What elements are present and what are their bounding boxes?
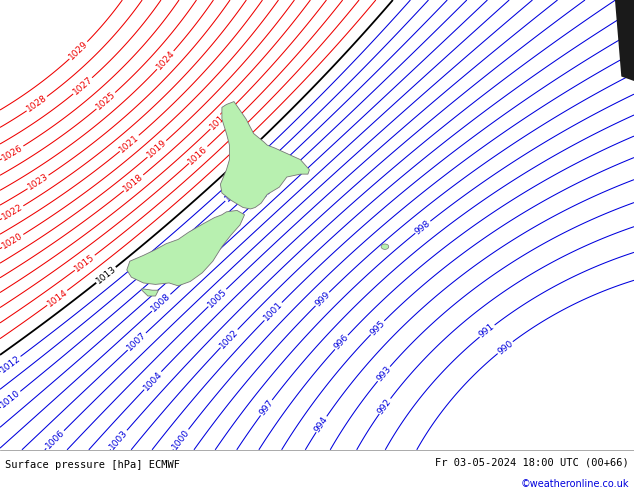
Text: 1016: 1016 [186, 144, 210, 166]
Text: 997: 997 [257, 398, 275, 417]
Text: 994: 994 [313, 415, 330, 434]
Text: 1000: 1000 [171, 427, 191, 451]
Text: 1018: 1018 [122, 172, 145, 194]
Text: 1001: 1001 [262, 300, 285, 323]
Polygon shape [142, 289, 158, 296]
Text: 1020: 1020 [1, 231, 25, 251]
Text: 999: 999 [313, 290, 332, 308]
Text: 998: 998 [413, 218, 432, 236]
Text: 1019: 1019 [145, 138, 169, 160]
Circle shape [381, 244, 389, 249]
Text: 1021: 1021 [118, 133, 141, 154]
Text: 1008: 1008 [150, 292, 172, 314]
Text: 1023: 1023 [26, 172, 50, 192]
Text: ©weatheronline.co.uk: ©weatheronline.co.uk [521, 479, 629, 489]
Text: 990: 990 [496, 339, 515, 356]
Polygon shape [221, 101, 309, 209]
Text: 1014: 1014 [46, 288, 69, 308]
Text: 992: 992 [376, 396, 394, 416]
Text: 1022: 1022 [1, 202, 25, 222]
Text: 1017: 1017 [208, 109, 231, 132]
Text: 993: 993 [375, 365, 393, 383]
Text: 1013: 1013 [94, 264, 118, 286]
Text: 1004: 1004 [141, 369, 164, 392]
Text: 1002: 1002 [218, 327, 240, 350]
Text: 1026: 1026 [1, 143, 25, 162]
Text: 1025: 1025 [94, 90, 117, 112]
Text: 1011: 1011 [223, 181, 246, 204]
Text: 1024: 1024 [155, 49, 176, 72]
Text: 1007: 1007 [126, 330, 148, 353]
Text: 995: 995 [368, 318, 387, 337]
Text: 996: 996 [332, 333, 351, 352]
Text: 1028: 1028 [25, 94, 49, 114]
Text: 991: 991 [477, 322, 496, 340]
Text: 1029: 1029 [67, 39, 90, 62]
Polygon shape [615, 0, 634, 81]
Text: 1012: 1012 [0, 353, 22, 374]
Text: 1027: 1027 [71, 75, 94, 97]
Text: 1010: 1010 [0, 389, 22, 410]
Text: 1015: 1015 [73, 252, 97, 273]
Text: 1009: 1009 [259, 177, 282, 199]
Text: Surface pressure [hPa] ECMWF: Surface pressure [hPa] ECMWF [5, 460, 180, 470]
Text: Fr 03-05-2024 18:00 UTC (00+66): Fr 03-05-2024 18:00 UTC (00+66) [435, 458, 629, 467]
Text: 1006: 1006 [44, 428, 67, 451]
Text: 1003: 1003 [108, 428, 130, 451]
Text: 1005: 1005 [206, 287, 229, 309]
Polygon shape [127, 210, 245, 286]
